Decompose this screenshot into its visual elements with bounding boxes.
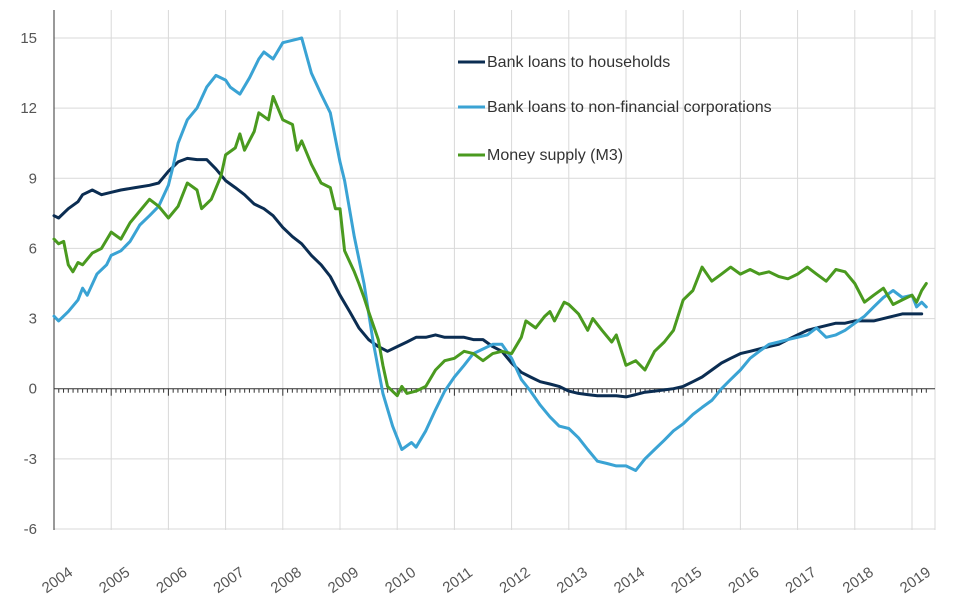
- legend-item: Bank loans to non-financial corporations: [458, 99, 772, 116]
- legend-label: Bank loans to non-financial corporations: [487, 99, 772, 116]
- y-tick-label: 12: [20, 100, 37, 117]
- x-tick-label: 2017: [782, 564, 819, 597]
- series-line-3: [52, 95, 928, 398]
- y-tick-label: 0: [29, 381, 37, 398]
- x-tick-label: 2018: [840, 564, 877, 597]
- x-tick-label: 2019: [897, 564, 934, 597]
- x-tick-label: 2006: [153, 564, 190, 597]
- y-tick-label: -6: [24, 521, 37, 538]
- x-tick-label: 2013: [554, 564, 591, 597]
- y-tick-label: -3: [24, 451, 37, 468]
- series-line-1: [52, 156, 924, 399]
- x-tick-label: 2014: [611, 564, 648, 597]
- x-tick-label: 2009: [325, 564, 362, 597]
- x-tick-label: 2005: [96, 564, 133, 597]
- x-tick-label: 2016: [725, 564, 762, 597]
- x-tick-label: 2011: [440, 564, 476, 596]
- legend-item: Money supply (M3): [458, 147, 623, 164]
- x-tick-label: 2010: [382, 564, 419, 597]
- x-tick-label: 2008: [268, 564, 305, 597]
- grid: [53, 10, 936, 530]
- y-tick-label: 15: [20, 30, 37, 47]
- legend-label: Money supply (M3): [487, 147, 623, 164]
- y-tick-label: 6: [29, 240, 37, 257]
- legend-item: Bank loans to households: [458, 54, 670, 71]
- y-tick-label: 3: [29, 311, 37, 328]
- x-tick-label: 2007: [210, 564, 247, 597]
- x-tick-label: 2004: [39, 564, 76, 597]
- x-tick-label: 2012: [496, 564, 533, 597]
- legend-label: Bank loans to households: [487, 54, 670, 71]
- x-tick-label: 2015: [668, 564, 705, 597]
- legend: Bank loans to households Bank loans to no…: [458, 54, 772, 164]
- y-tick-label: 9: [29, 170, 37, 187]
- series-lines: [52, 36, 928, 472]
